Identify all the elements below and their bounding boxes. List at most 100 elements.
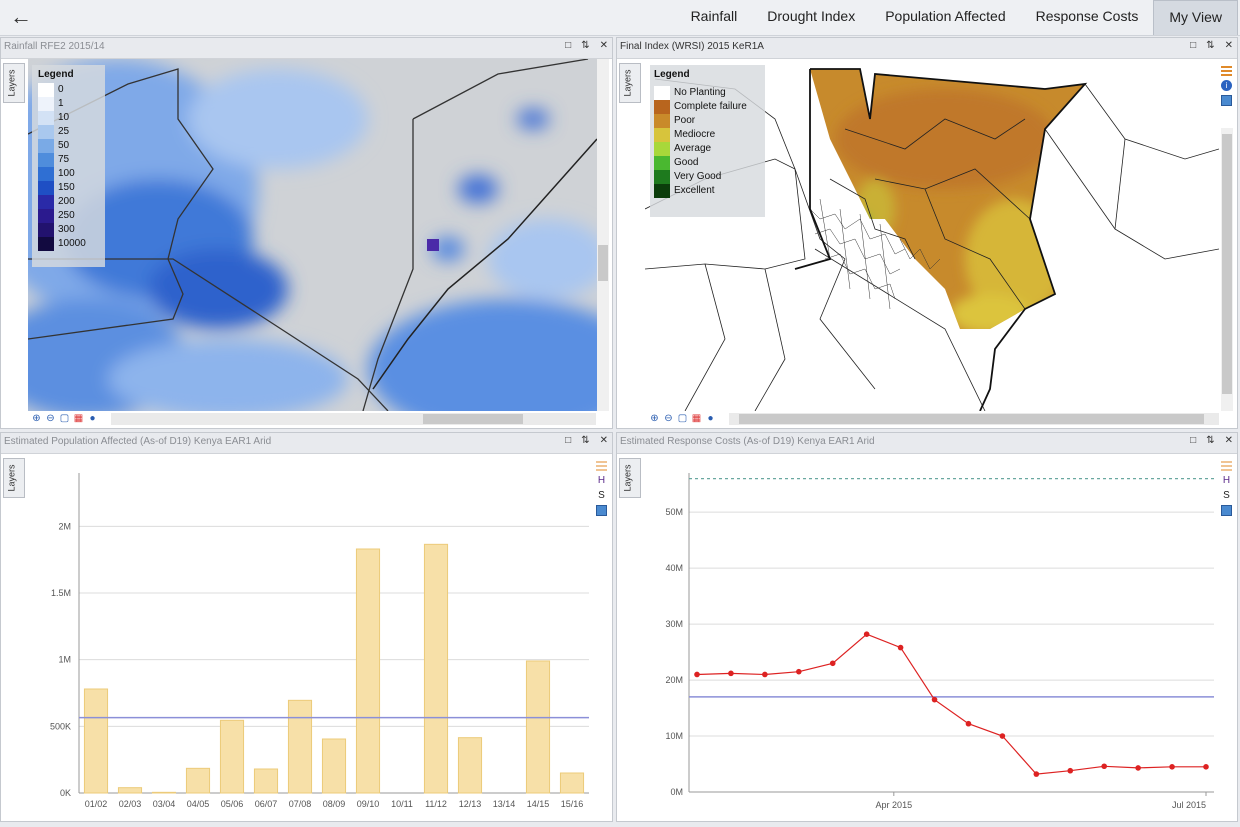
vertical-scrollbar[interactable] [597,59,609,411]
x-tick-label: 02/03 [119,799,142,809]
top-nav-bar: ← Rainfall Drought Index Population Affe… [0,0,1240,36]
arrow-left-icon[interactable]: ← [8,4,34,30]
legend-toggle-icon[interactable] [1221,65,1232,76]
h-toggle-button[interactable]: H [598,475,605,486]
tab-my-view[interactable]: My View [1153,0,1238,35]
tab-drought-index[interactable]: Drought Index [752,0,870,35]
legend-label: 1 [58,97,64,111]
legend-label: Excellent [674,184,715,198]
x-tick-label: Apr 2015 [876,800,913,810]
scrollbar-thumb[interactable] [739,414,1204,424]
horizontal-scrollbar[interactable] [729,413,1219,425]
wrsi-map-panel: Final Index (WRSI) 2015 KeR1A □ ⇅ ✕ Laye… [616,37,1238,429]
x-tick-label: 07/08 [289,799,312,809]
zoom-extent-icon[interactable]: ▢ [59,413,70,424]
s-toggle-button[interactable]: S [598,490,605,501]
legend-label: Good [674,156,698,170]
tab-response-costs[interactable]: Response Costs [1021,0,1154,35]
legend-swatch [654,184,670,198]
map-tools: ⊕ ⊖ ▢ ▦ ● [31,413,98,424]
y-tick-label: 50M [665,507,683,517]
lock-icon[interactable]: ● [705,413,716,424]
maximize-icon[interactable]: □ [565,435,571,446]
x-tick-label: Jul 2015 [1172,800,1206,810]
close-icon[interactable]: ✕ [1225,435,1233,446]
y-tick-label: 40M [665,563,683,573]
rainfall-map[interactable] [28,59,597,411]
h-toggle-button[interactable]: H [1223,475,1230,486]
pin-icon[interactable]: ⇅ [1206,435,1214,446]
legend-label: 100 [58,167,75,181]
scrollbar-thumb[interactable] [423,414,523,424]
vertical-scrollbar[interactable] [1221,128,1233,411]
legend-toggle-icon[interactable] [596,460,607,471]
export-icon[interactable]: ▦ [691,413,702,424]
info-icon[interactable]: i [1221,80,1232,91]
zoom-in-icon[interactable]: ⊕ [31,413,42,424]
legend-swatch [654,86,670,100]
x-tick-label: 04/05 [187,799,210,809]
pin-icon[interactable]: ⇅ [581,40,589,51]
maximize-icon[interactable]: □ [1190,40,1196,51]
layers-button[interactable]: Layers [619,458,641,498]
bar [560,773,583,793]
close-icon[interactable]: ✕ [600,40,608,51]
legend-item: 10000 [38,237,86,251]
bar [424,544,447,793]
scrollbar-thumb[interactable] [1222,134,1232,394]
legend-swatch [38,83,54,97]
legend-item: 25 [38,125,69,139]
y-tick-label: 2M [58,521,71,531]
zoom-out-icon[interactable]: ⊖ [45,413,56,424]
legend-item: 200 [38,195,75,209]
maximize-icon[interactable]: □ [565,40,571,51]
pin-icon[interactable]: ⇅ [1206,40,1214,51]
maximize-icon[interactable]: □ [1190,435,1196,446]
s-toggle-button[interactable]: S [1223,490,1230,501]
zoom-in-icon[interactable]: ⊕ [649,413,660,424]
zoom-out-icon[interactable]: ⊖ [663,413,674,424]
layers-button[interactable]: Layers [3,63,25,103]
close-icon[interactable]: ✕ [600,435,608,446]
lock-icon[interactable]: ● [87,413,98,424]
tab-rainfall[interactable]: Rainfall [676,0,753,35]
legend-label: Very Good [674,170,721,184]
legend-label: 250 [58,209,75,223]
legend-swatch [38,139,54,153]
bar [356,549,379,793]
image-icon[interactable] [596,505,607,516]
legend-toggle-icon[interactable] [1221,460,1232,471]
data-point [796,669,802,675]
horizontal-scrollbar[interactable] [111,413,596,425]
layers-button[interactable]: Layers [3,458,25,498]
close-icon[interactable]: ✕ [1225,40,1233,51]
tab-population-affected[interactable]: Population Affected [870,0,1020,35]
image-icon[interactable] [1221,505,1232,516]
scrollbar-thumb[interactable] [598,245,608,281]
bar [220,720,243,793]
zoom-extent-icon[interactable]: ▢ [677,413,688,424]
panel-title: Final Index (WRSI) 2015 KeR1A [620,41,764,52]
y-tick-label: 500K [50,721,71,731]
legend-label: 150 [58,181,75,195]
image-icon[interactable] [1221,95,1232,106]
data-point [830,660,836,666]
bar [458,738,481,793]
chart-side-tools: H S [1221,460,1232,516]
layers-button[interactable]: Layers [619,63,641,103]
legend-label: Mediocre [674,128,715,142]
view-tabs: Rainfall Drought Index Population Affect… [676,0,1238,35]
legend-item: Very Good [654,170,721,184]
export-icon[interactable]: ▦ [73,413,84,424]
map-tools: ⊕ ⊖ ▢ ▦ ● [649,413,716,424]
rainfall-map-canvas [28,59,597,411]
x-tick-label: 03/04 [153,799,176,809]
legend-swatch [38,181,54,195]
pin-icon[interactable]: ⇅ [581,435,589,446]
data-point [864,631,870,637]
panel-title: Estimated Response Costs (As-of D19) Ken… [620,436,875,447]
legend-item: 1 [38,97,64,111]
legend-swatch [38,97,54,111]
legend-item: 10 [38,111,69,125]
data-point [1101,763,1107,769]
